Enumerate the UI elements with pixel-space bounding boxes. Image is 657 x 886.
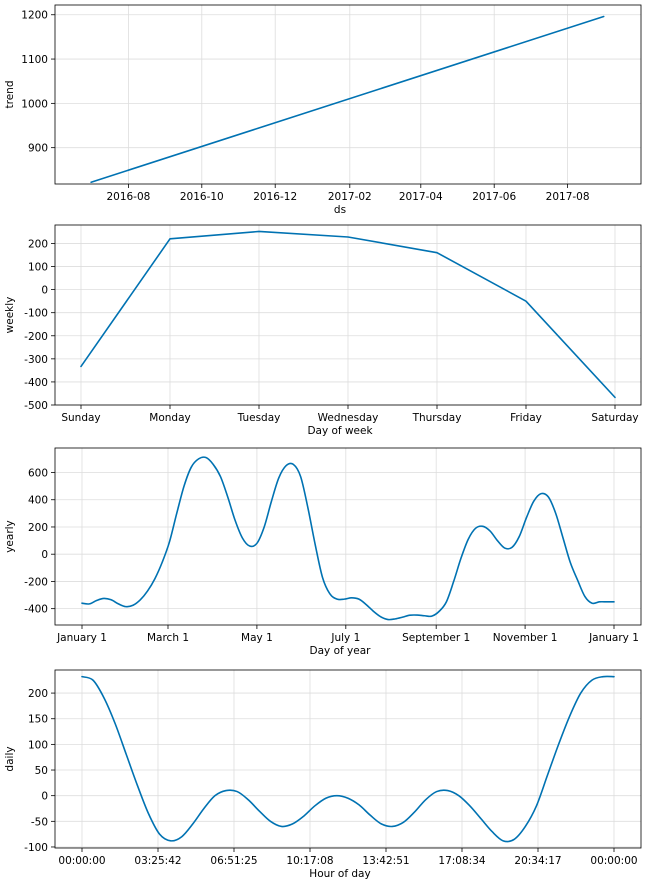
trend-panel: 2016-08 2016-10 2016-12 2017-02 2017-04 2017-… [4,4,642,216]
x-tick-label: 2017-02 [328,191,372,203]
y-tick-label: 400 [28,495,48,507]
x-tick-label: 10:17:08 [286,855,333,867]
y-tick-label: -200 [24,576,48,588]
y-tick-label: 0 [41,791,48,803]
x-tick-label: 17:08:34 [438,855,485,867]
y-tick-label: 1100 [21,54,48,66]
daily-series-line [81,675,615,843]
y-tick-label: 600 [28,468,48,480]
x-tick-label: January 1 [588,632,639,644]
x-tick-label: Friday [510,412,542,424]
y-tick-label: 0 [41,285,48,297]
daily-y-axis-label: daily [4,746,16,771]
x-tick-label: Sunday [61,412,100,424]
yearly-x-axis-label: Day of year [310,645,372,657]
x-tick-label: 2016-12 [253,191,297,203]
x-tick-label: May 1 [241,632,273,644]
y-tick-label: -100 [24,308,48,320]
y-tick-label: 150 [28,714,48,726]
x-tick-label: 03:25:42 [134,855,181,867]
x-tick-label: 2016-08 [106,191,150,203]
y-tick-label: -50 [31,816,48,828]
y-tick-label: 1000 [21,98,48,110]
y-tick-label: 1200 [21,10,48,22]
yearly-plot-frame [54,447,642,626]
y-tick-label: 200 [28,688,48,700]
x-tick-label: Saturday [591,412,638,424]
trend-plot-frame [54,4,642,185]
daily-plot-frame [54,669,642,849]
yearly-panel: January 1 March 1 May 1 July 1 September 1 No… [4,447,642,657]
x-tick-label: 00:00:00 [58,855,105,867]
x-tick-label: 2017-06 [472,191,516,203]
trend-x-axis-label: ds [334,204,346,216]
daily-panel: 00:00:00 03:25:42 06:51:25 10:17:08 13:42:51… [4,669,642,880]
x-tick-label: Wednesday [318,412,379,424]
x-tick-label: July 1 [330,632,360,644]
x-tick-label: 2017-04 [399,191,443,203]
yearly-y-axis-label: yearly [4,520,16,553]
y-tick-label: -500 [24,400,48,412]
y-tick-label: -400 [24,604,48,616]
x-tick-label: 2017-08 [546,191,590,203]
weekly-series-line [80,230,616,399]
daily-x-axis-label: Hour of day [309,868,370,880]
y-tick-label: 200 [28,522,48,534]
y-tick-label: 200 [28,238,48,250]
y-tick-label: 50 [35,765,48,777]
y-tick-label: 900 [28,143,48,155]
y-tick-label: -100 [24,842,48,854]
x-tick-label: January 1 [56,632,107,644]
y-tick-label: 0 [41,549,48,561]
yearly-series-line [81,456,615,621]
x-tick-label: Monday [149,412,190,424]
y-tick-label: 100 [28,262,48,274]
weekly-panel: Sunday Monday Tuesday Wednesday Thursday Frid… [4,224,642,437]
trend-y-axis-label: trend [4,81,16,109]
y-tick-label: -300 [24,354,48,366]
x-tick-label: 06:51:25 [210,855,257,867]
x-tick-label: 2016-10 [180,191,224,203]
weekly-y-axis-label: weekly [4,297,16,334]
x-tick-label: 13:42:51 [362,855,409,867]
x-tick-label: Thursday [412,412,462,424]
x-tick-label: September 1 [402,632,470,644]
x-tick-label: Tuesday [237,412,281,424]
y-tick-label: -400 [24,377,48,389]
trend-series-line [90,15,605,184]
weekly-x-axis-label: Day of week [307,425,373,437]
x-tick-label: 20:34:17 [514,855,561,867]
y-tick-label: 100 [28,739,48,751]
y-tick-label: -200 [24,331,48,343]
x-tick-label: March 1 [147,632,189,644]
x-tick-label: 00:00:00 [590,855,637,867]
x-tick-label: November 1 [493,632,558,644]
